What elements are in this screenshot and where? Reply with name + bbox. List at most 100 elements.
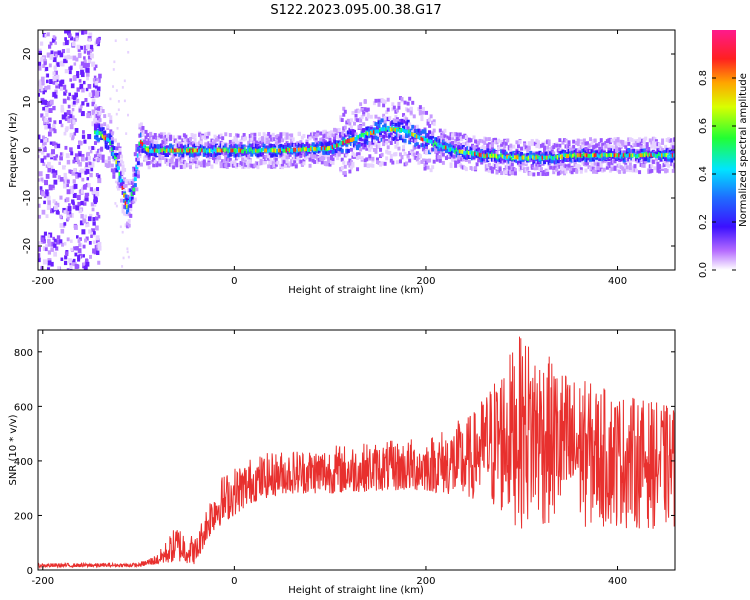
heatmap-cell bbox=[429, 139, 433, 144]
heatmap-cell bbox=[668, 147, 672, 152]
heatmap-cell bbox=[55, 83, 59, 89]
heatmap-cell bbox=[179, 159, 183, 164]
heatmap-cell bbox=[317, 140, 321, 145]
heatmap-cell bbox=[244, 158, 248, 163]
heatmap-cell bbox=[204, 151, 208, 156]
heatmap-cell bbox=[205, 134, 209, 139]
heatmap-cell bbox=[307, 134, 311, 139]
heatmap-cell bbox=[394, 152, 398, 157]
heatmap-cell bbox=[441, 142, 445, 147]
heatmap-cell bbox=[323, 143, 327, 148]
heatmap-cell bbox=[299, 144, 303, 149]
heatmap-cell bbox=[644, 136, 648, 141]
heatmap-cell bbox=[66, 268, 70, 270]
heatmap-cell bbox=[374, 130, 378, 134]
heatmap-cell bbox=[253, 132, 257, 137]
heatmap-cell bbox=[86, 62, 90, 68]
y-tick-label: 800 bbox=[14, 348, 33, 359]
heatmap-cell bbox=[405, 129, 409, 134]
heatmap-cell bbox=[106, 137, 110, 142]
heatmap-cell bbox=[100, 132, 104, 137]
heatmap-cell bbox=[299, 154, 303, 158]
heatmap-cell bbox=[236, 152, 240, 157]
heatmap-cell bbox=[490, 141, 494, 146]
heatmap-cell bbox=[398, 119, 402, 123]
heatmap-cell bbox=[64, 117, 68, 122]
heatmap-cell bbox=[395, 133, 399, 137]
heatmap-cell bbox=[437, 135, 441, 140]
heatmap-cell bbox=[248, 163, 252, 168]
heatmap-cell bbox=[96, 78, 100, 83]
heatmap-cell bbox=[553, 165, 557, 170]
heatmap-cell bbox=[172, 165, 176, 170]
heatmap-cell bbox=[112, 157, 116, 162]
heatmap-cell bbox=[653, 140, 657, 145]
heatmap-cell bbox=[95, 216, 99, 221]
heatmap-cell bbox=[129, 203, 133, 208]
heatmap-cell bbox=[127, 206, 131, 211]
heatmap-cell bbox=[555, 154, 559, 159]
heatmap-cell bbox=[475, 139, 479, 144]
heatmap-cell bbox=[325, 142, 329, 147]
heatmap-cell bbox=[443, 145, 447, 149]
heatmap-cell bbox=[604, 152, 608, 157]
heatmap-cell bbox=[93, 194, 98, 200]
heatmap-cell bbox=[234, 149, 238, 154]
heatmap-cell bbox=[284, 163, 288, 168]
heatmap-cell bbox=[538, 151, 542, 155]
heatmap-cell bbox=[544, 172, 548, 177]
heatmap-cell bbox=[539, 172, 543, 177]
heatmap-cell bbox=[354, 114, 358, 118]
heatmap-cell bbox=[425, 132, 429, 137]
heatmap-cell bbox=[375, 144, 379, 149]
heatmap-cell bbox=[256, 153, 260, 158]
heatmap-cell bbox=[598, 149, 602, 154]
heatmap-cell bbox=[303, 156, 307, 160]
heatmap-cell bbox=[198, 133, 202, 137]
heatmap-cell bbox=[382, 124, 386, 129]
heatmap-cell bbox=[372, 148, 376, 152]
heatmap-cell bbox=[277, 138, 281, 143]
heatmap-cell bbox=[374, 149, 378, 154]
heatmap-cell bbox=[489, 153, 493, 158]
heatmap-cell bbox=[622, 156, 626, 161]
heatmap-cell bbox=[651, 141, 655, 145]
heatmap-cell bbox=[80, 168, 84, 174]
heatmap-cell bbox=[271, 148, 275, 153]
heatmap-cell bbox=[153, 160, 157, 165]
heatmap-cell bbox=[250, 132, 254, 137]
heatmap-cell bbox=[368, 147, 372, 152]
heatmap-cell bbox=[541, 143, 545, 147]
heatmap-cell bbox=[256, 146, 260, 151]
heatmap-cell bbox=[107, 133, 111, 138]
heatmap-cell bbox=[481, 144, 485, 149]
heatmap-cell bbox=[80, 61, 85, 66]
heatmap-cell bbox=[238, 148, 242, 153]
heatmap-cell bbox=[590, 149, 594, 154]
heatmap-cell bbox=[245, 153, 249, 158]
heatmap-cell bbox=[69, 55, 73, 60]
heatmap-cell bbox=[394, 135, 398, 140]
heatmap-cell bbox=[383, 130, 387, 135]
heatmap-cell bbox=[280, 157, 284, 162]
heatmap-cell bbox=[590, 166, 594, 171]
heatmap-cell bbox=[601, 153, 605, 158]
heatmap-cell bbox=[87, 55, 92, 61]
heatmap-cell bbox=[619, 150, 623, 155]
heatmap-cell bbox=[45, 192, 49, 197]
heatmap-cell bbox=[216, 144, 220, 149]
heatmap-cell bbox=[132, 199, 136, 204]
heatmap-cell bbox=[329, 148, 333, 153]
heatmap-cell bbox=[438, 155, 442, 159]
heatmap-cell bbox=[403, 138, 407, 143]
heatmap-cell bbox=[598, 146, 602, 151]
heatmap-cell bbox=[592, 169, 596, 174]
heatmap-cell bbox=[397, 105, 401, 110]
heatmap-cell bbox=[346, 132, 350, 137]
heatmap-cell bbox=[279, 153, 283, 158]
heatmap-cell bbox=[547, 150, 551, 154]
heatmap-cell bbox=[515, 140, 519, 145]
heatmap-cell bbox=[81, 229, 86, 235]
heatmap-cell bbox=[63, 55, 68, 61]
